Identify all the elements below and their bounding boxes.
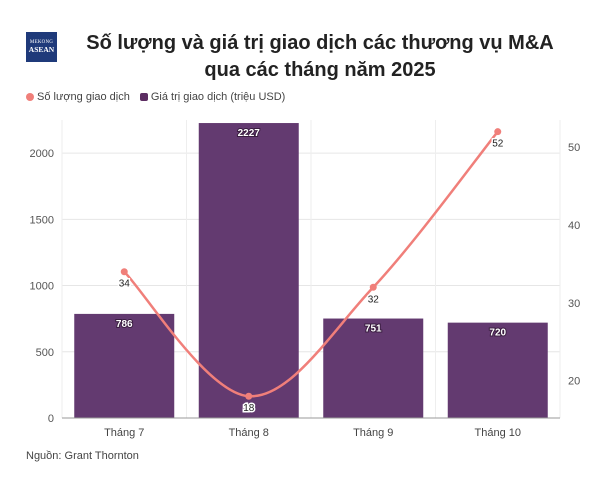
y-right-tick-label: 30: [568, 298, 580, 310]
bar-value-label: 751: [365, 324, 382, 335]
x-tick-label: Tháng 9: [353, 427, 393, 439]
legend: Số lượng giao dịch Giá trị giao dịch (tr…: [26, 91, 285, 103]
bar-value-label: 2227: [238, 128, 261, 139]
legend-item-count: Số lượng giao dịch: [26, 91, 130, 103]
line-point: [245, 392, 253, 400]
line-point: [494, 128, 502, 136]
y-right-tick-label: 40: [568, 220, 580, 232]
bar-value-label: 720: [489, 328, 506, 339]
y-left-tick-label: 0: [48, 413, 54, 425]
legend-swatch-value: [139, 93, 148, 101]
legend-label-value: Giá trị giao dịch (triệu USD): [150, 91, 286, 103]
y-left-tick-label: 1000: [30, 281, 54, 293]
y-right-tick-label: 20: [568, 376, 580, 388]
logo: MEKONG ASEAN: [26, 32, 57, 62]
bar: [198, 123, 299, 419]
logo-line1: MEKONG: [29, 40, 54, 46]
line-value-label: 34: [119, 279, 131, 290]
line-series-count: [123, 130, 499, 398]
bar-value-label: 786: [116, 319, 133, 330]
source-note: Nguồn: Grant Thornton: [26, 450, 139, 462]
y-left-tick-label: 1500: [30, 214, 54, 226]
bar: [74, 313, 175, 418]
y-left-tick-label: 2000: [30, 148, 54, 160]
line-value-label: 52: [492, 139, 504, 150]
chart-title: Số lượng và giá trị giao dịch các thương…: [86, 32, 554, 81]
legend-swatch-count: [26, 93, 34, 101]
x-tick-label: Tháng 7: [104, 427, 144, 439]
line-value-label: 18: [243, 403, 255, 414]
logo-line2: ASEAN: [28, 45, 55, 55]
x-tick-label: Tháng 8: [229, 427, 269, 439]
legend-label-count: Số lượng giao dịch: [37, 91, 130, 103]
line-value-label: 32: [368, 294, 380, 305]
bar: [447, 322, 548, 418]
y-right-tick-label: 50: [568, 142, 580, 154]
bar: [323, 318, 424, 418]
line-point: [120, 268, 128, 276]
y-left-tick-label: 500: [36, 347, 54, 359]
legend-item-value: Giá trị giao dịch (triệu USD): [139, 91, 286, 103]
line-point: [369, 283, 377, 291]
x-tick-label: Tháng 10: [475, 427, 521, 439]
